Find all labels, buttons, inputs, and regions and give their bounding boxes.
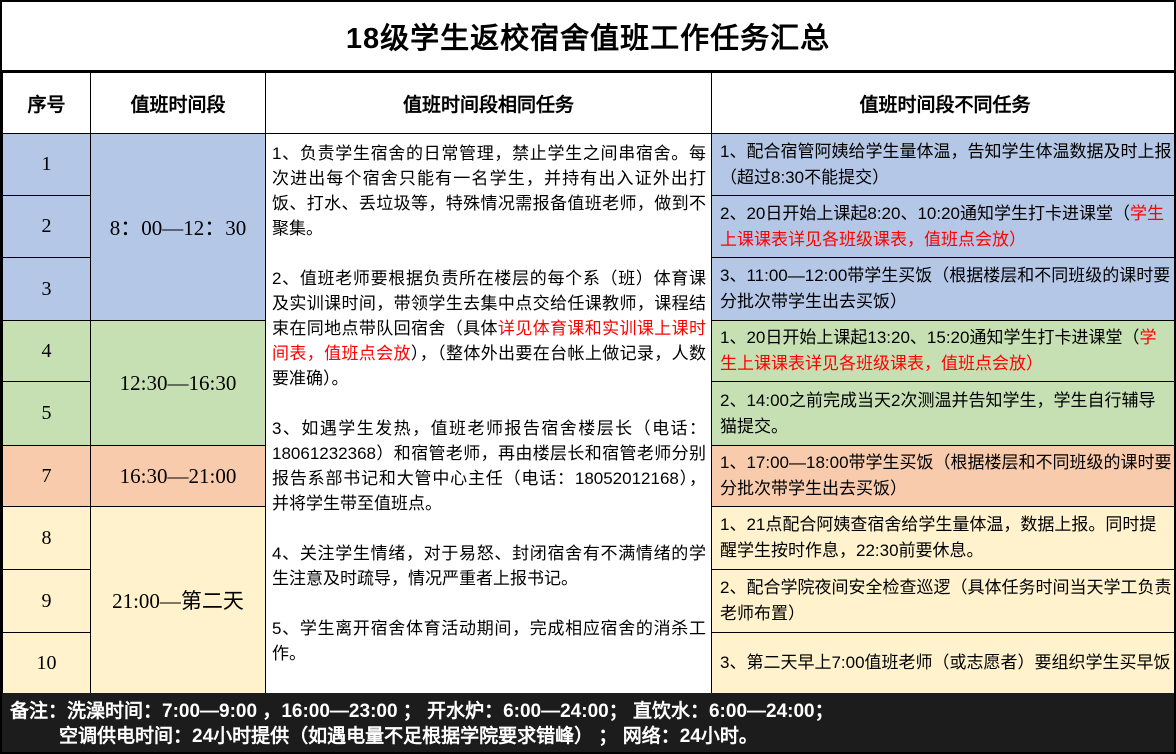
col-header-seq: 序号 — [2, 72, 91, 134]
period-cell-afternoon: 12:30—16:30 — [90, 320, 266, 446]
table-row: 10 3、第二天早上7:00值班老师（或志愿者）要组织学生买早饭 — [2, 632, 1174, 694]
diff-task-4-pre: 1、20日开始上课起13:20、15:20通知学生打卡进课堂（ — [720, 328, 1140, 347]
seq-cell-4: 4 — [2, 320, 91, 382]
same-task-3: 3、如遇学生发热，值班老师报告宿舍楼层长（电话：18061232368）和宿管老… — [272, 419, 706, 513]
diff-task-4-highlight: 学生上课课表详见各班级课表，值班点会放） — [720, 328, 1157, 373]
diff-task-cell-3: 3、11:00—12:00带学生买饭（根据楼层和不同班级的课时要分批次带学生出去… — [711, 257, 1174, 321]
table-row: 3 3、11:00—12:00带学生买饭（根据楼层和不同班级的课时要分批次带学生… — [2, 257, 1174, 321]
same-task-2-highlight: 详见体育课和实训课上课时间表，值班点会放 — [272, 319, 706, 363]
seq-cell-3: 3 — [2, 257, 91, 321]
diff-task-2-highlight: 学生上课课表详见各班级课表，值班点会放） — [720, 203, 1164, 249]
table-row: 5 2、14:00之前完成当天2次测温并告知学生，学生自行辅导猫提交。 — [2, 381, 1174, 446]
table-row: 7 16:30—21:00 1、17:00—18:00带学生买饭（根据楼层和不同… — [2, 445, 1174, 507]
seq-cell-9: 9 — [2, 569, 91, 633]
seq-cell-2: 2 — [2, 195, 91, 258]
remarks-line-1: 备注：洗澡时间：7:00—9:00 ，16:00—23:00 ； 开水炉：6:0… — [10, 701, 834, 722]
duty-table: 序号 值班时间段 值班时间段相同任务 值班时间段不同任务 1 8：00—12：3… — [2, 72, 1174, 694]
same-task-4: 4、关注学生情绪，对于易怒、封闭宿舍有不满情绪的学生注意及时疏导，情况严重者上报… — [272, 544, 706, 588]
seq-cell-10: 10 — [2, 632, 91, 694]
col-header-diff-tasks: 值班时间段不同任务 — [711, 72, 1174, 134]
seq-cell-7: 7 — [2, 445, 91, 507]
diff-task-2-pre: 2、20日开始上课起8:20、10:20通知学生打卡进课堂（ — [720, 203, 1130, 223]
diff-task-cell-6: 1、17:00—18:00带学生买饭（根据楼层和不同班级的课时要分批次带学生出去… — [711, 445, 1174, 507]
header-row: 序号 值班时间段 值班时间段相同任务 值班时间段不同任务 — [2, 72, 1174, 134]
remarks-footer: 备注：洗澡时间：7:00—9:00 ，16:00—23:00 ； 开水炉：6:0… — [2, 693, 1174, 752]
same-task-5: 5、学生离开宿舍体育活动期间，完成相应宿舍的消杀工作。 — [272, 619, 706, 663]
col-header-same-tasks: 值班时间段相同任务 — [265, 72, 712, 134]
period-cell-night: 21:00—第二天 — [90, 506, 266, 694]
table-row: 9 2、配合学院夜间安全检查巡逻（具体任务时间当天学工负责老师布置） — [2, 569, 1174, 633]
seq-cell-8: 8 — [2, 506, 91, 570]
period-cell-morning: 8：00—12：30 — [90, 133, 266, 321]
remarks-line-2: 空调供电时间：24小时提供（如遇电量不足根据学院要求错峰） ； 网络：24小时。 — [59, 726, 758, 747]
same-task-2: 2、值班老师要根据负责所在楼层的每个系（班）体育课及实训课时间，带领学生去集中点… — [272, 266, 706, 391]
same-tasks-cell: 1、负责学生宿舍的日常管理，禁止学生之间串宿舍。每次进出每个宿舍只能有一名学生，… — [265, 133, 712, 694]
diff-task-cell-4: 1、20日开始上课起13:20、15:20通知学生打卡进课堂（学生上课课表详见各… — [711, 320, 1174, 382]
col-header-period: 值班时间段 — [90, 72, 266, 134]
page-title: 18级学生返校宿舍值班工作任务汇总 — [2, 2, 1174, 72]
diff-task-cell-2: 2、20日开始上课起8:20、10:20通知学生打卡进课堂（学生上课课表详见各班… — [711, 195, 1174, 258]
same-task-1: 1、负责学生宿舍的日常管理，禁止学生之间串宿舍。每次进出每个宿舍只能有一名学生，… — [272, 144, 706, 238]
table-row: 8 21:00—第二天 1、21点配合阿姨查宿舍给学生量体温，数据上报。同时提醒… — [2, 506, 1174, 694]
diff-task-cell-9: 3、第二天早上7:00值班老师（或志愿者）要组织学生买早饭 — [711, 632, 1174, 694]
seq-cell-1: 1 — [2, 133, 91, 196]
diff-task-cell-1: 1、配合宿管阿姨给学生量体温，告知学生体温数据及时上报（超过8:30不能提交） — [711, 133, 1174, 196]
seq-cell-5: 5 — [2, 381, 91, 446]
table-row: 1 8：00—12：30 1、负责学生宿舍的日常管理，禁止学生之间串宿舍。每次进… — [2, 133, 1174, 694]
same-task-2-pre: 2、值班老师要根据负责所在楼层的每个系（班）体育课及实训课时间，带领学生去集中点… — [272, 269, 706, 338]
period-cell-evening: 16:30—21:00 — [90, 445, 266, 507]
diff-task-cell-8: 2、配合学院夜间安全检查巡逻（具体任务时间当天学工负责老师布置） — [711, 569, 1174, 633]
diff-task-cell-7: 1、21点配合阿姨查宿舍给学生量体温，数据上报。同时提醒学生按时作息，22:30… — [711, 506, 1174, 570]
table-row: 4 12:30—16:30 1、20日开始上课起13:20、15:20通知学生打… — [2, 320, 1174, 446]
diff-task-cell-5: 2、14:00之前完成当天2次测温并告知学生，学生自行辅导猫提交。 — [711, 381, 1174, 446]
same-task-2-post: ），（整体外出要在台帐上做记录，人数要准确）。 — [272, 344, 707, 388]
